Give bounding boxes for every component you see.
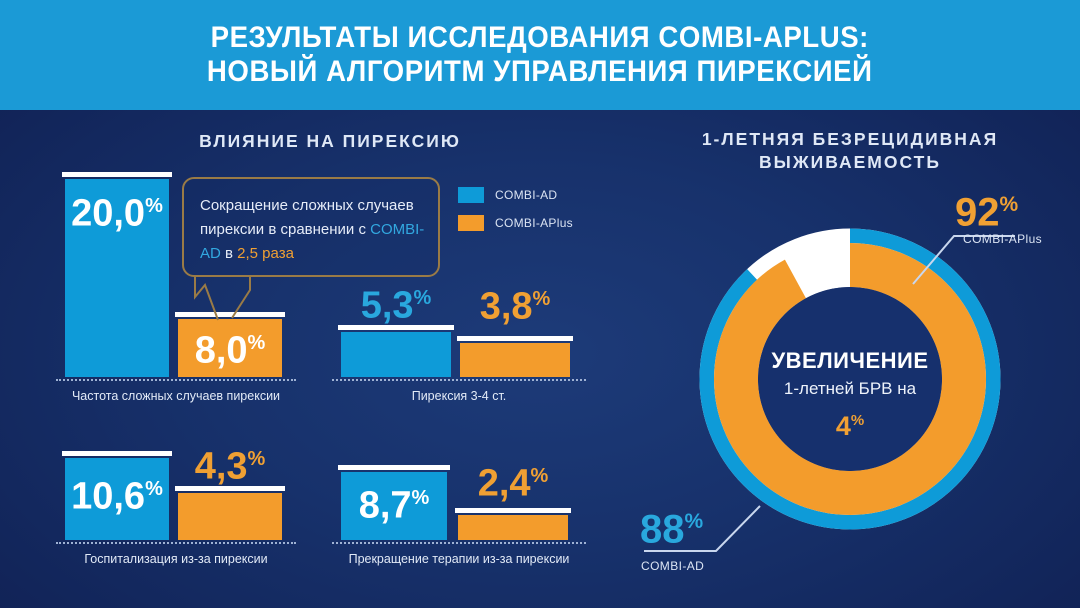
- callout-highlight-combi-ad: COMBI-AD: [200, 221, 425, 262]
- legend-swatch-combi-ad: [458, 187, 484, 203]
- right-panel-title: 1-ЛЕТНЯЯ БЕЗРЕЦИДИВНАЯ ВЫЖИВАЕМОСТЬ: [660, 128, 1040, 174]
- donut-center-subtext: 1-летней БРВ на: [783, 379, 917, 398]
- bar-combi-ad-frequency: 20,0%: [62, 172, 172, 377]
- bar-group-frequency: 20,0% 8,0%: [62, 172, 292, 377]
- bar-value-combi-ad-frequency: 20,0%: [71, 192, 163, 235]
- bar-value-combi-ad-hospitalization: 10,6%: [71, 475, 163, 518]
- callout-text-part2: в: [220, 245, 238, 262]
- bar-combi-ad-discontinuation: 8,7%: [338, 465, 450, 540]
- callout-text: Сокращение сложных случаев пирексии в ср…: [200, 194, 428, 266]
- bar-combi-ad-pyrexia34: 5,3%: [338, 287, 454, 377]
- bar-combi-aplus-discontinuation: 2,4%: [455, 465, 571, 540]
- right-panel-title-line2: ВЫЖИВАЕМОСТЬ: [759, 152, 941, 172]
- callout-bubble: Сокращение сложных случаев пирексии в ср…: [182, 177, 440, 277]
- callout-highlight-ratio: 2,5 раза: [237, 245, 294, 262]
- header-title-line1: РЕЗУЛЬТАТЫ ИССЛЕДОВАНИЯ COMBI-APLUS:: [210, 21, 870, 54]
- bar-cap: [175, 312, 285, 317]
- chart-legend: COMBI-AD COMBI-APlus: [458, 184, 573, 240]
- group-label-discontinuation: Прекращение терапии из-за пирексии: [348, 552, 570, 566]
- legend-item-combi-aplus: COMBI-APlus: [458, 212, 573, 234]
- bar-value-combi-ad-pyrexia34: 5,3%: [360, 284, 432, 327]
- legend-label-combi-aplus: COMBI-APlus: [495, 216, 573, 230]
- donut-outer-combi-ad: [699, 228, 1001, 530]
- bar-value-combi-aplus-discontinuation: 2,4%: [477, 462, 549, 505]
- donut-label-combi-ad: COMBI-AD: [641, 559, 705, 573]
- bar-combi-aplus-pyrexia34: 3,8%: [457, 288, 573, 377]
- donut-value-combi-ad: 88%: [640, 507, 704, 552]
- right-panel-title-line1: 1-ЛЕТНЯЯ БЕЗРЕЦИДИВНАЯ: [701, 129, 999, 149]
- left-panel-title: ВЛИЯНИЕ НА ПИРЕКСИЮ: [199, 131, 461, 151]
- donut-label-combi-aplus: COMBI-APlus: [963, 232, 1043, 246]
- bar-value-combi-ad-discontinuation: 8,7%: [358, 484, 430, 527]
- bar-value-combi-aplus-frequency: 8,0%: [194, 329, 266, 372]
- donut-inner-combi-aplus: [714, 243, 986, 515]
- nested-donut-chart: [699, 228, 1001, 530]
- group-label-pyrexia-3-4: Пирексия 3-4 ст.: [411, 389, 507, 403]
- baseline-frequency: [56, 379, 296, 381]
- bar-cap: [457, 336, 573, 341]
- bar-value-combi-aplus-pyrexia34: 3,8%: [479, 285, 551, 328]
- group-label-hospitalization: Госпитализация из-за пирексии: [84, 552, 268, 566]
- header-banner: РЕЗУЛЬТАТЫ ИССЛЕДОВАНИЯ COMBI-APLUS: НОВ…: [0, 0, 1080, 110]
- bar-cap: [62, 451, 172, 456]
- bar-combi-ad-hospitalization: 10,6%: [62, 451, 172, 540]
- bar-combi-aplus-hospitalization: 4,3%: [175, 448, 285, 540]
- bar-value-combi-aplus-hospitalization: 4,3%: [194, 445, 266, 488]
- header-title-line2: НОВЫЙ АЛГОРИТМ УПРАВЛЕНИЯ ПИРЕКСИЕЙ: [207, 55, 873, 88]
- donut-center-hole: [758, 287, 942, 471]
- bar-group-hospitalization: 10,6% 4,3%: [62, 448, 292, 540]
- bar-combi-aplus-frequency: 8,0%: [175, 312, 285, 377]
- donut-center-value: 4%: [835, 411, 865, 441]
- baseline-pyrexia-3-4: [332, 379, 586, 381]
- baseline-hospitalization: [56, 542, 296, 544]
- legend-item-combi-ad: COMBI-AD: [458, 184, 573, 206]
- group-label-frequency: Частота сложных случаев пирексии: [71, 389, 281, 403]
- donut-center-text: УВЕЛИЧЕНИЕ 1-летней БРВ на 4%: [769, 348, 931, 468]
- baseline-discontinuation: [332, 542, 586, 544]
- legend-label-combi-ad: COMBI-AD: [495, 188, 558, 202]
- bar-group-pyrexia-3-4: 5,3% 3,8%: [338, 287, 588, 377]
- bar-cap: [338, 465, 450, 470]
- callout-text-part1: Сокращение сложных случаев пирексии в ср…: [200, 197, 414, 238]
- donut-value-combi-aplus: 92%: [955, 190, 1019, 235]
- bar-cap: [338, 325, 454, 330]
- legend-swatch-combi-aplus: [458, 215, 484, 231]
- bar-cap: [175, 486, 285, 491]
- bar-cap: [62, 172, 172, 177]
- bar-cap: [455, 508, 571, 513]
- bar-group-discontinuation: 8,7% 2,4%: [338, 465, 588, 540]
- donut-center-heading: УВЕЛИЧЕНИЕ: [771, 348, 929, 373]
